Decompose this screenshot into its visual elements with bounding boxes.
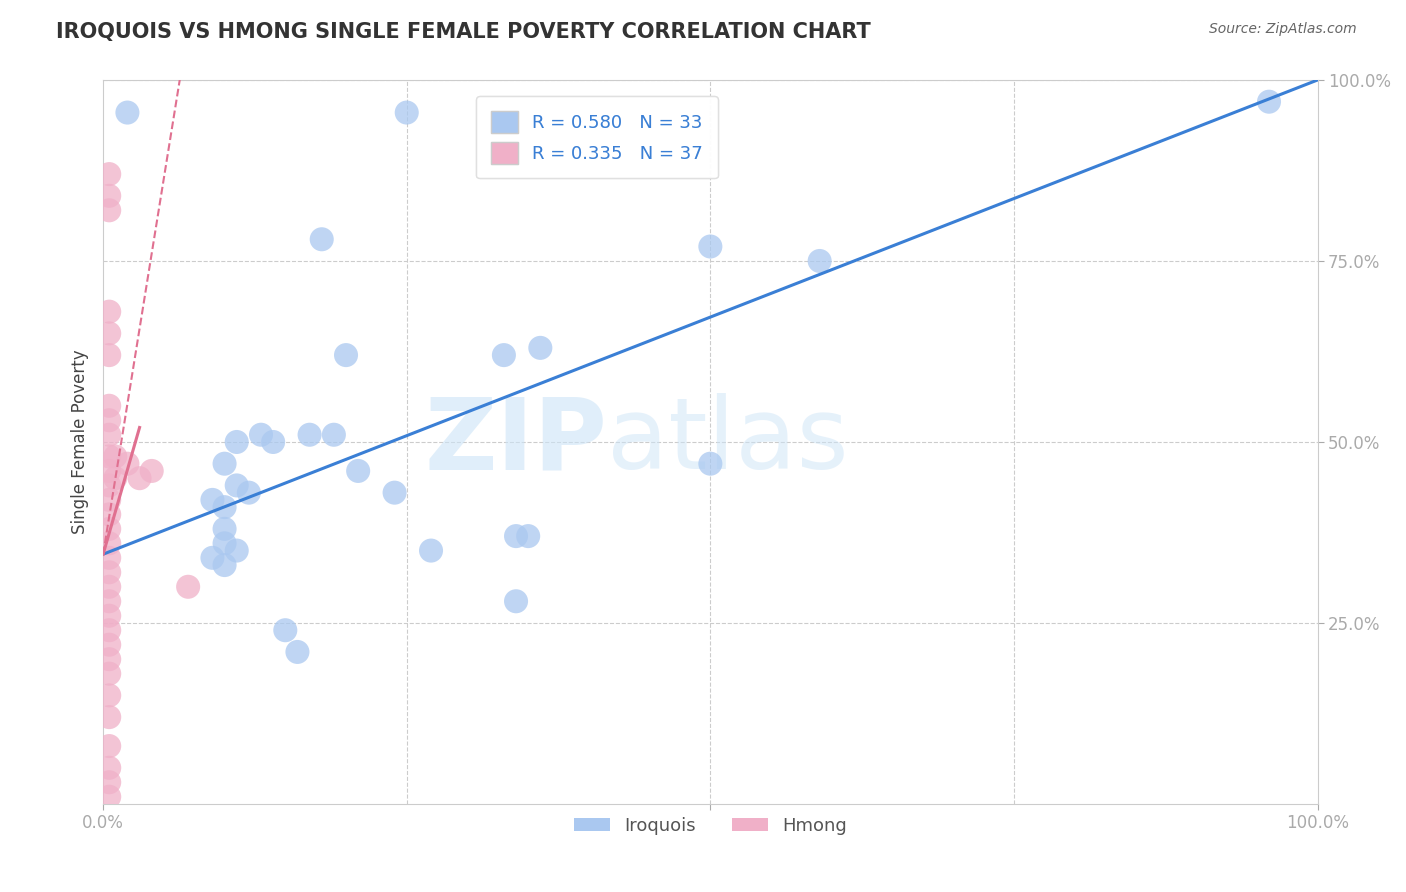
Point bbox=[141, 464, 163, 478]
Point bbox=[98, 427, 121, 442]
Point bbox=[298, 427, 321, 442]
Point bbox=[225, 434, 247, 449]
Point bbox=[395, 105, 418, 120]
Point bbox=[98, 413, 121, 427]
Point bbox=[98, 189, 121, 203]
Point bbox=[201, 492, 224, 507]
Point bbox=[98, 167, 121, 181]
Point bbox=[98, 464, 121, 478]
Point bbox=[98, 761, 121, 775]
Point bbox=[420, 543, 443, 558]
Point bbox=[98, 789, 121, 804]
Point bbox=[98, 399, 121, 413]
Legend: R = 0.580   N = 33, R = 0.335   N = 37: R = 0.580 N = 33, R = 0.335 N = 37 bbox=[477, 96, 717, 178]
Point bbox=[128, 471, 150, 485]
Point bbox=[98, 666, 121, 681]
Point bbox=[384, 485, 406, 500]
Point bbox=[98, 652, 121, 666]
Point bbox=[177, 580, 200, 594]
Text: atlas: atlas bbox=[607, 393, 849, 491]
Point bbox=[98, 508, 121, 522]
Point bbox=[98, 450, 121, 464]
Point bbox=[98, 638, 121, 652]
Point bbox=[98, 536, 121, 550]
Point bbox=[287, 645, 309, 659]
Point bbox=[492, 348, 515, 362]
Point bbox=[98, 580, 121, 594]
Point bbox=[517, 529, 540, 543]
Point bbox=[238, 485, 260, 500]
Point bbox=[1258, 95, 1281, 109]
Y-axis label: Single Female Poverty: Single Female Poverty bbox=[72, 350, 89, 534]
Point bbox=[98, 775, 121, 789]
Point bbox=[98, 304, 121, 318]
Point bbox=[225, 478, 247, 492]
Point bbox=[274, 624, 297, 638]
Point bbox=[262, 434, 284, 449]
Point bbox=[529, 341, 551, 355]
Point bbox=[808, 254, 831, 268]
Point bbox=[98, 689, 121, 703]
Point bbox=[214, 500, 236, 515]
Point bbox=[699, 239, 721, 253]
Point bbox=[98, 550, 121, 565]
Point bbox=[98, 710, 121, 724]
Point bbox=[335, 348, 357, 362]
Point bbox=[98, 566, 121, 580]
Point bbox=[201, 550, 224, 565]
Point bbox=[98, 608, 121, 623]
Point bbox=[104, 471, 127, 485]
Point bbox=[347, 464, 370, 478]
Point bbox=[214, 522, 236, 536]
Point bbox=[98, 739, 121, 753]
Point bbox=[117, 105, 139, 120]
Point bbox=[117, 457, 139, 471]
Point bbox=[214, 457, 236, 471]
Point bbox=[98, 478, 121, 492]
Point bbox=[250, 427, 273, 442]
Point bbox=[98, 203, 121, 218]
Point bbox=[98, 492, 121, 507]
Point bbox=[98, 624, 121, 638]
Point bbox=[104, 450, 127, 464]
Text: Source: ZipAtlas.com: Source: ZipAtlas.com bbox=[1209, 22, 1357, 37]
Text: ZIP: ZIP bbox=[425, 393, 607, 491]
Point bbox=[214, 536, 236, 550]
Point bbox=[98, 348, 121, 362]
Point bbox=[214, 558, 236, 572]
Point bbox=[505, 594, 527, 608]
Text: IROQUOIS VS HMONG SINGLE FEMALE POVERTY CORRELATION CHART: IROQUOIS VS HMONG SINGLE FEMALE POVERTY … bbox=[56, 22, 870, 42]
Point bbox=[98, 326, 121, 341]
Point bbox=[98, 522, 121, 536]
Point bbox=[322, 427, 344, 442]
Point bbox=[98, 594, 121, 608]
Point bbox=[225, 543, 247, 558]
Point bbox=[699, 457, 721, 471]
Point bbox=[505, 529, 527, 543]
Point bbox=[311, 232, 333, 246]
